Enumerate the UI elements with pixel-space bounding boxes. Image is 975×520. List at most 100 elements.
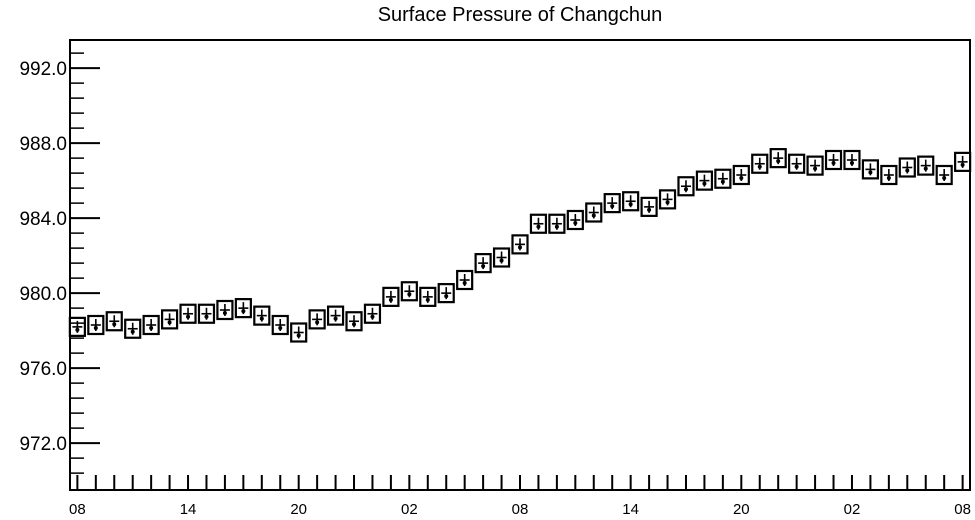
data-point <box>769 148 787 169</box>
y-tick-label: 972.0 <box>19 434 67 455</box>
data-point <box>788 153 806 174</box>
data-point-dot <box>573 221 578 225</box>
data-point-box <box>566 209 584 231</box>
data-point <box>326 305 345 326</box>
x-tick-label: 02 <box>401 501 418 518</box>
data-point <box>714 168 732 189</box>
data-point-box <box>456 269 474 291</box>
data-point <box>806 155 824 176</box>
data-point-box <box>732 164 750 186</box>
data-point <box>179 303 197 324</box>
data-point-dot <box>112 322 117 327</box>
data-point-dot <box>554 224 559 229</box>
data-point <box>492 247 511 268</box>
data-point-box <box>695 170 714 191</box>
data-point <box>124 318 142 339</box>
data-point <box>529 213 548 234</box>
data-point-box <box>419 286 437 307</box>
data-point <box>843 149 861 171</box>
data-point <box>363 303 382 324</box>
data-point-box <box>824 149 843 171</box>
data-point-dot <box>407 292 412 297</box>
data-point-dot <box>849 161 854 165</box>
data-point-box <box>345 311 363 332</box>
data-point-dot <box>499 258 504 263</box>
data-point-box <box>769 148 787 169</box>
data-point <box>345 311 363 332</box>
data-point <box>658 189 677 210</box>
axes <box>69 39 971 491</box>
data-point <box>308 309 326 330</box>
data-point-dot <box>702 181 707 186</box>
data-point-dot <box>204 314 209 319</box>
plot-frame <box>69 39 971 491</box>
data-point-dot <box>462 281 467 285</box>
data-point-dot <box>886 176 891 180</box>
data-point-box <box>898 157 916 178</box>
data-point <box>456 269 474 291</box>
data-markers <box>68 148 972 343</box>
data-point-box <box>179 303 197 324</box>
data-point <box>640 196 658 217</box>
x-tick-label: 14 <box>180 501 197 518</box>
data-point-dot <box>518 245 522 250</box>
data-point <box>935 164 953 186</box>
data-point-dot <box>425 297 430 302</box>
y-tick-label: 984.0 <box>19 209 67 230</box>
data-point <box>954 151 972 172</box>
data-point-box <box>622 191 640 212</box>
data-point <box>197 303 216 324</box>
data-point-box <box>511 234 529 255</box>
data-point-dot <box>647 207 652 212</box>
data-point-dot <box>868 170 873 175</box>
data-point-dot <box>794 164 799 169</box>
data-point <box>898 157 916 178</box>
data-point-dot <box>370 314 375 319</box>
data-point-dot <box>628 202 633 207</box>
y-tick-label: 980.0 <box>19 284 67 305</box>
data-point-box <box>290 322 308 343</box>
x-tick-label: 20 <box>290 501 307 518</box>
data-point-box <box>861 159 880 180</box>
data-point-box <box>234 298 252 319</box>
data-point-dot <box>278 326 283 330</box>
x-tick-label: 08 <box>954 501 971 518</box>
data-point-box <box>160 309 179 330</box>
data-point <box>271 314 289 336</box>
data-point-dot <box>241 309 246 314</box>
data-point <box>253 305 271 326</box>
data-point-dot <box>149 326 154 330</box>
data-point-box <box>935 164 953 186</box>
data-point-dot <box>222 311 227 315</box>
data-point-dot <box>739 176 744 180</box>
data-point-box <box>917 155 935 176</box>
data-point-dot <box>388 297 393 302</box>
data-point-dot <box>610 204 615 209</box>
x-tick-label: 08 <box>512 501 529 518</box>
data-point-box <box>954 151 972 172</box>
data-point-dot <box>683 187 688 192</box>
data-point-box <box>400 281 418 302</box>
data-point-box <box>87 314 105 336</box>
axis-ticks: 992.0 988.0 984.0 980.0 976.0 972.0 08 14 20 02 08… <box>19 52 971 518</box>
chart-title: Surface Pressure of Changchun <box>377 4 663 26</box>
data-point-dot <box>296 333 301 338</box>
data-point-box <box>529 213 548 234</box>
data-point-box <box>105 311 123 332</box>
data-point-box <box>68 316 86 337</box>
data-point <box>732 164 750 186</box>
data-point <box>216 299 234 321</box>
data-point <box>474 253 492 274</box>
data-point-dot <box>167 320 172 325</box>
data-point <box>861 159 880 180</box>
data-point-dot <box>923 166 928 171</box>
data-point-dot <box>776 159 781 164</box>
data-point-box <box>880 164 898 186</box>
data-point-box <box>142 314 160 336</box>
data-point <box>511 234 529 255</box>
data-point <box>382 286 400 307</box>
data-point <box>437 283 455 304</box>
data-point-box <box>585 202 603 223</box>
data-point <box>566 209 584 231</box>
data-point-dot <box>352 322 357 327</box>
